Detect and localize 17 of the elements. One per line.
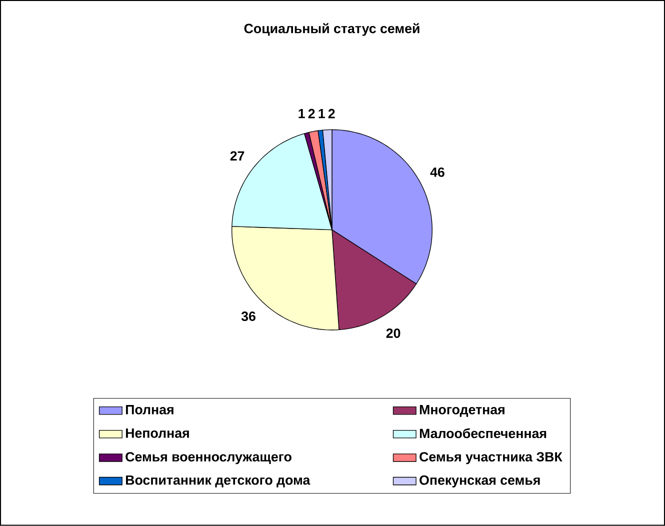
chart-title: Социальный статус семей [244,23,420,36]
legend-label: Полная [126,405,174,414]
data-label: 27 [230,151,244,161]
legend-label: Семья военнослужащего [126,452,292,464]
legend-label: Неполная [126,428,189,438]
legend-label: Опекунская семья [420,476,540,488]
legend-label: Воспитанник детского дома [126,476,310,488]
data-label: 2 [308,109,315,118]
legend-label: Малообеспеченная [420,428,546,438]
data-label: 2 [328,109,335,118]
data-label: 36 [241,312,256,322]
data-label: 1 [298,109,305,118]
data-label: 20 [386,328,400,338]
legend-label: Семья участника ЗВК [420,452,562,464]
data-label: 46 [430,168,444,178]
data-label: 1 [318,109,325,118]
legend-label: Многодетная [420,405,504,417]
